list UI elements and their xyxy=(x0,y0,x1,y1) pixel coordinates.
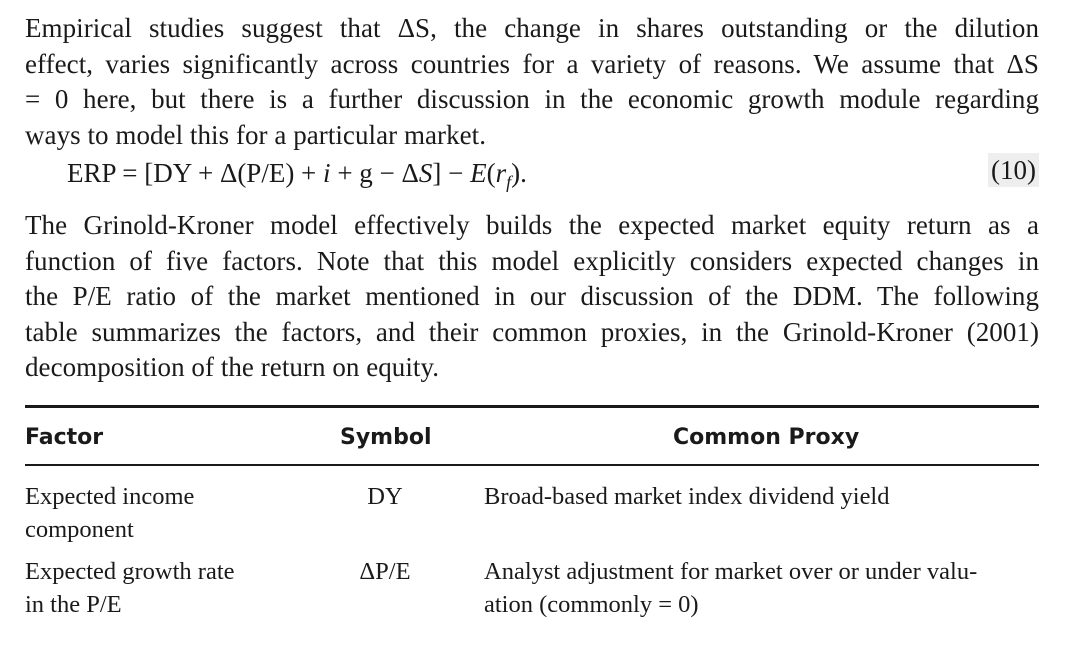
paragraph-grinold-kroner: The Grinold-Kroner model effectively bui… xyxy=(25,208,1039,386)
equation-part: ERP = [DY + Δ(P/E) + xyxy=(67,158,324,188)
text-line: table summarizes the factors, and their … xyxy=(25,316,1039,347)
table-row: Expected growth rate in the P/E ΔP/E Ana… xyxy=(25,555,1039,625)
document-page: Empirical studies suggest that ΔS, the c… xyxy=(25,11,1039,386)
cell-symbol: DY xyxy=(367,483,403,510)
cell-text: Analyst adjustment for market over or un… xyxy=(484,558,978,585)
cell-text: in the P/E xyxy=(25,591,122,618)
cell-text: ation (commonly = 0) xyxy=(484,591,699,618)
cell-symbol: ΔP/E xyxy=(359,558,411,585)
header-common-proxy: Common Proxy xyxy=(673,425,860,450)
equation-part: ). xyxy=(511,158,527,188)
equation-part: ] − xyxy=(432,158,471,188)
header-factor: Factor xyxy=(25,425,104,450)
text-line: effect, varies significantly across coun… xyxy=(25,48,1039,79)
text-line: Empirical studies suggest that ΔS, the c… xyxy=(25,13,1039,43)
cell-text: component xyxy=(25,516,134,543)
table-header: Factor Symbol Common Proxy xyxy=(25,408,1039,464)
text-line: decomposition of the return on equity. xyxy=(25,352,440,382)
equation-subscript-f: f xyxy=(506,172,512,192)
cell-factor: Expected growth rate in the P/E xyxy=(25,555,325,621)
cell-proxy: Broad-based market index dividend yield xyxy=(484,480,1039,513)
equation-var-i: i xyxy=(323,158,331,188)
factor-table: Factor Symbol Common Proxy Expected inco… xyxy=(25,405,1039,618)
equation-body: ERP = [DY + Δ(P/E) + i + g − ΔS] − E(rf)… xyxy=(67,151,527,195)
equation-var-e: E xyxy=(470,158,487,188)
table-top-rule xyxy=(25,405,1039,408)
cell-text: Broad-based market index dividend yield xyxy=(484,483,890,510)
equation-number: (10) xyxy=(988,153,1039,187)
equation-part: + g − Δ xyxy=(330,158,419,188)
text-line: ways to model this for a particular mark… xyxy=(25,119,487,150)
text-line: The Grinold-Kroner model effectively bui… xyxy=(25,210,1039,240)
text-line: the P/E ratio of the market mentioned in… xyxy=(25,281,1039,311)
cell-text: Expected income xyxy=(25,483,195,510)
equation-var-s: S xyxy=(418,158,433,188)
header-symbol: Symbol xyxy=(340,425,432,450)
cell-proxy: Analyst adjustment for market over or un… xyxy=(484,555,1039,621)
paragraph-dilution: Empirical studies suggest that ΔS, the c… xyxy=(25,11,1039,153)
text-line: = 0 here, but there is a further discuss… xyxy=(25,84,1039,114)
table-header-rule xyxy=(25,464,1039,466)
text-line: function of five factors. Note that this… xyxy=(25,245,1039,276)
cell-factor: Expected income component xyxy=(25,480,325,546)
equation-var-r: r xyxy=(495,158,507,188)
table-row: Expected income component DY Broad-based… xyxy=(25,480,1039,555)
equation-erp: ERP = [DY + Δ(P/E) + i + g − ΔS] − E(rf)… xyxy=(25,153,1039,197)
cell-text: Expected growth rate xyxy=(25,558,235,585)
equation-part: ( xyxy=(486,158,496,188)
